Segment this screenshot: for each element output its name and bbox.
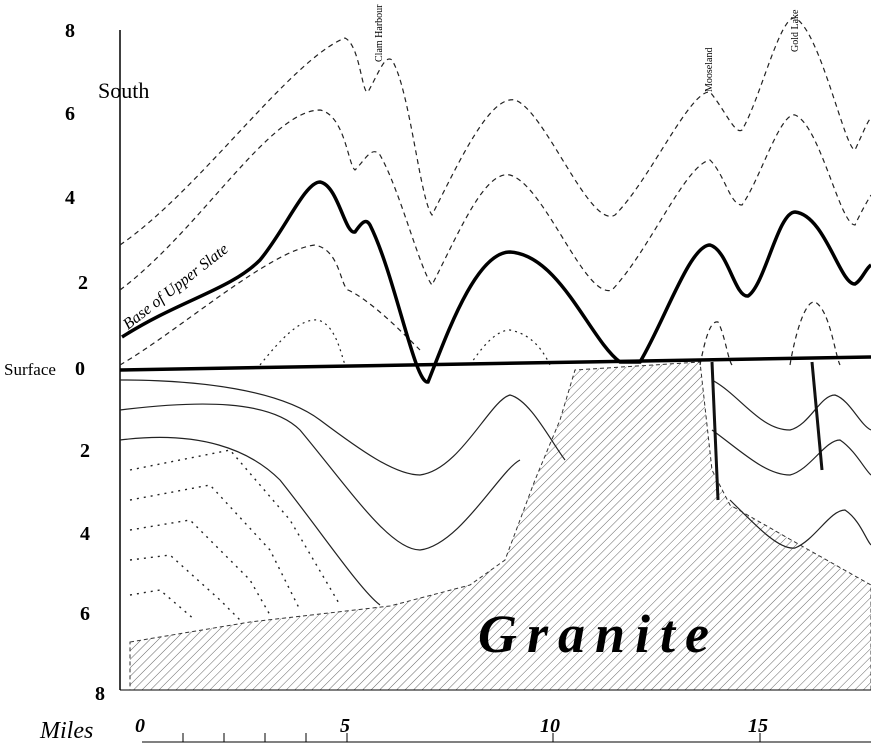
miles-label: Miles — [39, 718, 93, 743]
distance-label: 10 — [540, 715, 560, 737]
place-label: Clam Harbour — [374, 4, 385, 62]
granite-body — [129, 361, 871, 691]
surface-line — [119, 355, 871, 372]
depth-scale: 8 6 4 2 0 2 4 6 8 — [65, 20, 105, 705]
upper-strata — [119, 17, 871, 366]
depth-label: 0 — [75, 358, 85, 380]
depth-label: 4 — [65, 187, 75, 209]
depth-label: 8 — [65, 20, 75, 42]
place-label: Mooseland — [704, 48, 715, 92]
surface-label: Surface — [4, 360, 56, 379]
distance-label: 0 — [135, 715, 145, 737]
distance-axis — [120, 689, 871, 743]
distance-label: 15 — [748, 715, 768, 737]
depth-label: 6 — [80, 603, 90, 625]
depth-label: 4 — [80, 523, 90, 545]
distance-scale: 0 5 10 15 — [135, 715, 768, 737]
base-label: Base of Upper Slate — [120, 241, 232, 333]
depth-label: 2 — [80, 440, 90, 462]
dotted-lower-strata — [129, 449, 341, 621]
south-label: South — [98, 78, 149, 103]
base-of-upper-slate — [121, 180, 871, 384]
granite-label: Granite — [478, 604, 719, 664]
veins — [710, 361, 824, 501]
depth-label: 2 — [78, 272, 88, 294]
depth-label: 8 — [95, 683, 105, 705]
dotted-strata — [259, 319, 551, 366]
distance-label: 5 — [340, 715, 350, 737]
lower-strata — [119, 379, 871, 606]
place-label: Gold Lake — [790, 9, 801, 52]
depth-label: 6 — [65, 103, 75, 125]
